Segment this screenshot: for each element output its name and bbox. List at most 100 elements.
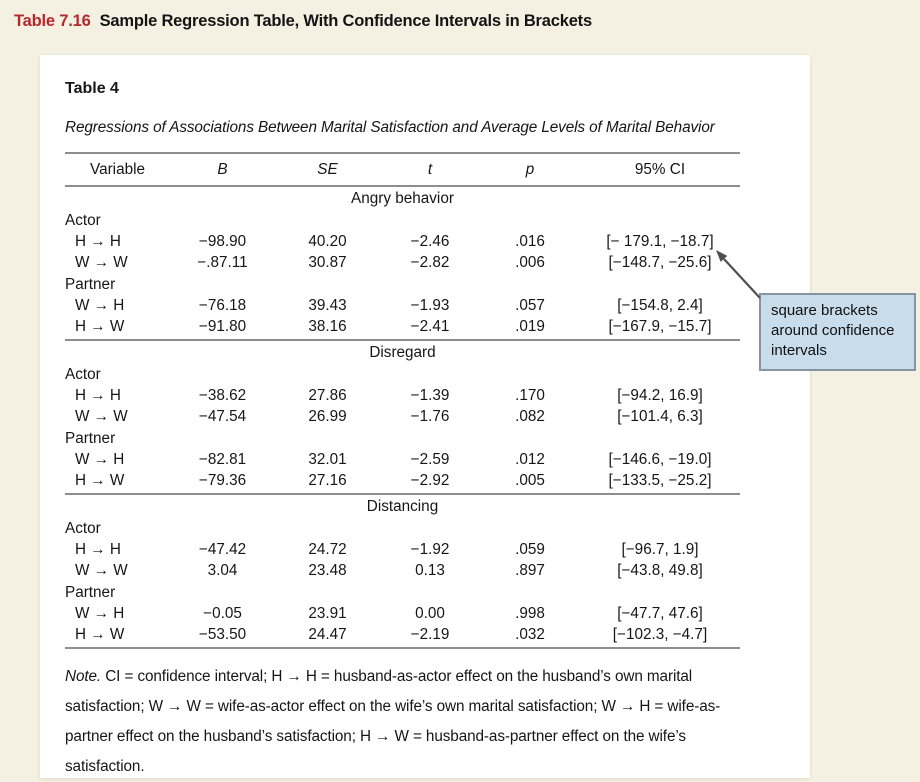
cell-ci: [−146.6, −19.0]: [608, 451, 712, 468]
cell-ci: [−154.8, 2.4]: [617, 297, 703, 314]
cell-variable: H → H: [75, 541, 121, 558]
cell-b: −.87.11: [197, 254, 248, 271]
cell-variable: W → W: [75, 408, 128, 425]
cell-b: −47.54: [198, 408, 247, 425]
cell-t: −2.46: [410, 233, 450, 250]
cell-p: .057: [515, 297, 545, 314]
table-row: W → H −0.05 23.91 0.00 .998 [−47.7, 47.6]: [65, 603, 740, 624]
cell-ci: [−96.7, 1.9]: [621, 541, 699, 558]
cell-b: −53.50: [170, 624, 275, 649]
cell-se: 23.48: [308, 562, 347, 579]
table-row: H → W −79.36 27.16 −2.92.005 [−133.5, −25.2]: [65, 470, 740, 495]
table-row: H → W −53.50 24.47 −2.19.032 [−102.3, −4.7]: [65, 624, 740, 649]
cell-variable: H → W: [65, 470, 170, 495]
group-row: Partner: [65, 273, 740, 295]
callout-box: square brackets around confidence interv…: [759, 293, 916, 371]
page-title: Sample Regression Table, With Confidence…: [99, 12, 593, 30]
cell-se: 39.43: [308, 297, 347, 314]
cell-p: .082: [515, 408, 545, 425]
cell-ci: [−47.7, 47.6]: [617, 605, 703, 622]
cell-variable: H → H: [75, 387, 121, 404]
table-row: W → W −.87.11 30.87 −2.82 .006 [−148.7, −25.6…: [65, 252, 740, 273]
cell-ci: [−133.5, −25.2]: [580, 470, 740, 495]
cell-variable: W → H: [75, 451, 125, 468]
cell-se: 23.91: [308, 605, 347, 622]
cell-b: −38.62: [198, 387, 247, 404]
note-text: CI = confidence interval; H → H = husban…: [65, 668, 721, 775]
callout-text: square brackets around confidence interv…: [771, 302, 895, 359]
cell-variable: W → H: [75, 297, 125, 314]
cell-se: 38.16: [275, 316, 380, 341]
cell-p: .005: [480, 470, 580, 495]
cell-p: .016: [515, 233, 545, 250]
cell-t: −2.82: [410, 254, 450, 271]
cell-ci: [−43.8, 49.8]: [617, 562, 703, 579]
cell-variable: H → W: [65, 624, 170, 649]
group-row: Partner: [65, 427, 740, 449]
group-label: Actor: [65, 366, 101, 383]
cell-t: −2.92: [380, 470, 480, 495]
table-label: Table 4: [65, 80, 119, 97]
cell-se: 32.01: [308, 451, 347, 468]
cell-p: .897: [515, 562, 545, 579]
group-label: Partner: [65, 430, 116, 447]
table-row: H → H −38.62 27.86 −1.39 .170 [−94.2, 16.9]: [65, 385, 740, 406]
column-header-se: SE: [275, 152, 380, 187]
cell-ci: [−167.9, −15.7]: [580, 316, 740, 341]
cell-b: −91.80: [170, 316, 275, 341]
section-title: Distancing: [366, 498, 439, 515]
table-row: H → W −91.80 38.16 −2.41.019 [−167.9, −15.7]: [65, 316, 740, 341]
section-title-row: Distancing: [65, 494, 740, 517]
group-row: Actor: [65, 209, 740, 231]
cell-se: 30.87: [308, 254, 347, 271]
cell-t: −2.19: [380, 624, 480, 649]
cell-t: −1.92: [410, 541, 450, 558]
table-row: W → H −82.81 32.01 −2.59 .012 [−146.6, −19.0]: [65, 449, 740, 470]
table-number-label: Table 7.16: [14, 12, 91, 30]
cell-t: −1.39: [410, 387, 450, 404]
group-label: Partner: [65, 276, 116, 293]
table-row: W → H −76.18 39.43 −1.93 .057 [−154.8, 2.4]: [65, 295, 740, 316]
cell-b: −82.81: [198, 451, 247, 468]
cell-b: −79.36: [170, 470, 275, 495]
cell-variable: H → H: [75, 233, 121, 250]
cell-p: .998: [515, 605, 545, 622]
group-row: Actor: [65, 517, 740, 539]
cell-ci: [− 179.1, −18.7]: [606, 233, 714, 250]
cell-t: −1.76: [410, 408, 450, 425]
cell-ci: [−102.3, −4.7]: [580, 624, 740, 649]
cell-b: −47.42: [198, 541, 247, 558]
cell-variable: H → W: [65, 316, 170, 341]
group-label: Actor: [65, 212, 101, 229]
cell-se: 24.47: [275, 624, 380, 649]
cell-se: 26.99: [308, 408, 347, 425]
table-panel-content: Table 4 Regressions of Associations Betw…: [40, 55, 810, 782]
cell-t: −2.59: [410, 451, 450, 468]
note-label: Note.: [65, 668, 102, 685]
group-label: Actor: [65, 520, 101, 537]
table-body: Angry behavior Actor H → H −98.90 40.20 −2.46…: [65, 186, 740, 649]
table-row: W → W 3.04 23.48 0.13 .897 [−43.8, 49.8]: [65, 560, 740, 581]
cell-p: .012: [515, 451, 545, 468]
cell-se: 27.86: [308, 387, 347, 404]
cell-se: 24.72: [308, 541, 347, 558]
group-row: Actor: [65, 363, 740, 385]
cell-b: −76.18: [198, 297, 247, 314]
cell-variable: W → W: [75, 562, 128, 579]
cell-t: 0.13: [415, 562, 445, 579]
table-note: Note. CI = confidence interval; H → H = …: [65, 662, 765, 782]
cell-b: 3.04: [207, 562, 238, 579]
table-header: Variable B SE t p 95% CI: [65, 152, 740, 187]
cell-t: −2.41: [380, 316, 480, 341]
cell-ci: [−94.2, 16.9]: [617, 387, 703, 404]
section-title: Disregard: [369, 344, 436, 361]
table-panel: Table 4 Regressions of Associations Betw…: [40, 55, 810, 778]
column-header-variable: Variable: [65, 152, 170, 187]
cell-variable: W → H: [75, 605, 125, 622]
table-header-row: Variable B SE t p 95% CI: [65, 152, 740, 187]
cell-b: −98.90: [198, 233, 247, 250]
cell-p: .019: [480, 316, 580, 341]
cell-se: 40.20: [308, 233, 347, 250]
group-label: Partner: [65, 584, 116, 601]
cell-ci: [−101.4, 6.3]: [617, 408, 703, 425]
